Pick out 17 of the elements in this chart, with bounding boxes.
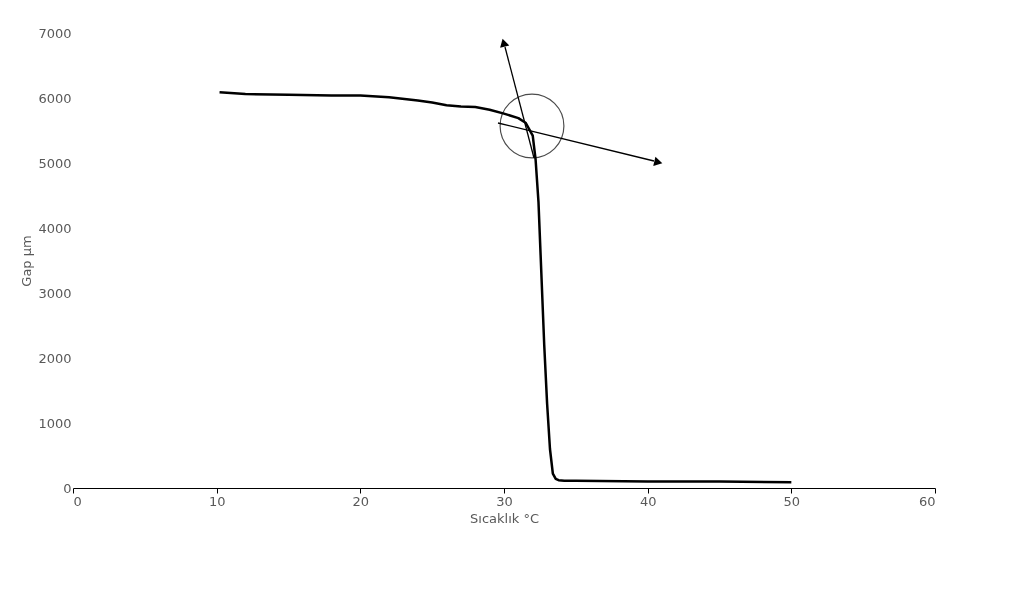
y-tick-label: 6000: [38, 90, 72, 106]
x-tick-label: 60: [918, 493, 936, 509]
x-tick-label: 50: [783, 493, 801, 509]
x-tick-label: 0: [73, 493, 82, 509]
x-tick-label: 40: [639, 493, 657, 509]
y-tick-label: 7000: [38, 25, 72, 41]
y-tick-label: 1000: [38, 415, 72, 431]
y-axis-title: Gap µm: [19, 235, 35, 287]
x-tick-label: 10: [208, 493, 226, 509]
y-tick-label: 5000: [38, 155, 72, 171]
y-tick-label: 4000: [38, 220, 72, 236]
x-tick-label: 30: [496, 493, 513, 509]
y-tick-label: 3000: [38, 285, 72, 301]
x-tick-label: 20: [352, 493, 370, 509]
x-axis-title: Sıcaklık °C: [470, 510, 539, 526]
y-tick-label: 0: [63, 480, 72, 496]
y-tick-label: 2000: [38, 350, 72, 366]
